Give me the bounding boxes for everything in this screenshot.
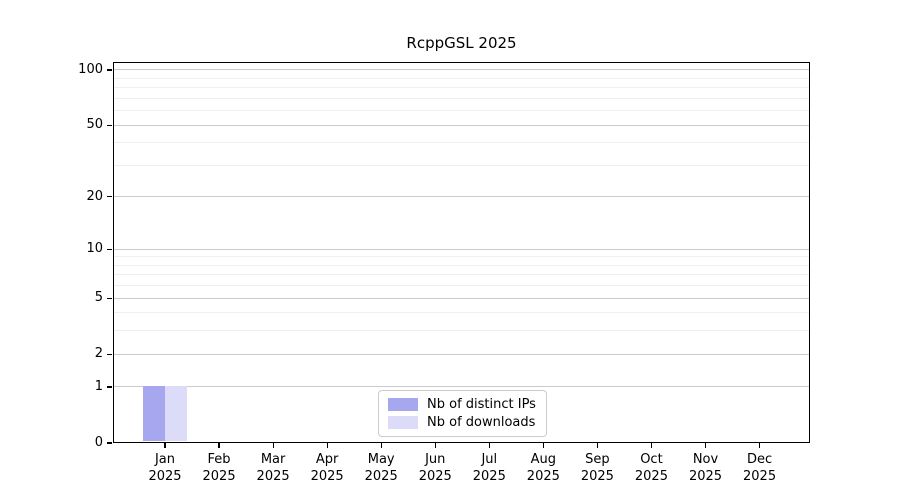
- x-axis-label-year: 2025: [148, 469, 182, 484]
- x-axis-label-month: Apr: [315, 452, 339, 467]
- x-axis-label: Aug 2025: [511, 451, 575, 485]
- y-axis-label: 1: [94, 378, 103, 394]
- x-axis-label: Jan 2025: [133, 451, 197, 485]
- y-axis-tick: [107, 353, 112, 355]
- gridline-minor: [114, 264, 809, 266]
- y-axis-tick: [107, 248, 112, 250]
- x-axis-tick: [272, 443, 274, 448]
- legend-label-distinct-ips: Nb of distinct IPs: [427, 396, 536, 412]
- x-axis-label-year: 2025: [418, 469, 452, 484]
- x-axis-tick: [650, 443, 653, 448]
- plot-area: [113, 62, 810, 443]
- chart-title: RcppGSL 2025: [406, 34, 517, 52]
- y-axis-label: 100: [78, 61, 103, 77]
- x-axis-label-year: 2025: [634, 469, 668, 484]
- legend-label-downloads: Nb of downloads: [427, 415, 536, 431]
- gridline-major: [114, 353, 809, 355]
- y-axis-tick: [107, 69, 112, 71]
- gridline-minor: [114, 312, 809, 314]
- x-axis-label: Dec 2025: [728, 451, 792, 485]
- x-axis-label-month: Dec: [746, 452, 773, 467]
- x-axis-label-month: May: [367, 452, 395, 467]
- gridline-minor: [114, 110, 809, 112]
- x-axis-label-month: Aug: [530, 452, 557, 467]
- x-axis-label-month: Oct: [640, 452, 663, 467]
- x-axis-label-month: Mar: [260, 452, 286, 467]
- x-axis-tick: [164, 443, 166, 448]
- x-axis-label-year: 2025: [688, 469, 723, 484]
- x-axis-label: Jul 2025: [457, 451, 521, 485]
- y-axis-tick: [107, 196, 112, 198]
- gridline-minor: [114, 285, 809, 287]
- x-axis-tick: [488, 443, 490, 448]
- x-axis-label-year: 2025: [202, 469, 236, 484]
- x-axis-label: Sep 2025: [565, 451, 629, 485]
- gridline-major: [114, 69, 809, 71]
- gridline-minor: [114, 97, 809, 99]
- x-axis-label: Nov 2025: [674, 451, 738, 485]
- x-axis-label-year: 2025: [364, 469, 398, 484]
- gridline-major: [114, 248, 809, 250]
- gridline-major: [114, 297, 809, 299]
- x-axis-label-year: 2025: [472, 469, 506, 484]
- x-axis-label-month: Nov: [692, 452, 719, 467]
- x-axis-label-month: Jan: [154, 452, 176, 467]
- y-axis-tick: [107, 297, 112, 299]
- x-axis-label-month: Feb: [207, 452, 231, 467]
- legend-swatch-downloads: [388, 416, 418, 430]
- x-axis-tick: [758, 443, 761, 448]
- gridline-minor: [114, 274, 809, 276]
- x-axis-label: May 2025: [349, 451, 413, 485]
- x-axis-label-year: 2025: [743, 469, 777, 484]
- x-axis-label-year: 2025: [256, 469, 290, 484]
- y-axis-label: 50: [86, 117, 103, 133]
- legend: Nb of distinct IPs Nb of downloads: [378, 390, 547, 437]
- y-axis-label: 20: [86, 188, 103, 204]
- x-axis-tick: [596, 443, 598, 448]
- x-axis-tick: [542, 443, 544, 448]
- y-axis-tick: [107, 124, 112, 126]
- x-axis-tick: [218, 443, 220, 448]
- gridline-major: [114, 386, 809, 388]
- gridline-major: [114, 124, 809, 126]
- gridline-minor: [114, 142, 809, 144]
- bar-distinct-ips: [142, 386, 165, 441]
- gridline-minor: [114, 164, 809, 166]
- x-axis-label-year: 2025: [310, 469, 344, 484]
- x-axis-label-year: 2025: [580, 469, 614, 484]
- x-axis-tick: [326, 443, 328, 448]
- y-axis-tick: [107, 442, 112, 444]
- x-axis-label-year: 2025: [526, 469, 560, 484]
- x-axis-tick: [704, 443, 707, 448]
- x-axis-label-month: Sep: [585, 452, 610, 467]
- x-axis-tick: [380, 443, 382, 448]
- y-axis-tick: [107, 386, 112, 388]
- legend-item-distinct-ips: Nb of distinct IPs: [388, 395, 537, 414]
- legend-item-downloads: Nb of downloads: [388, 414, 537, 433]
- x-axis-label-month: Jul: [481, 452, 498, 467]
- x-axis-label: Oct 2025: [619, 451, 683, 485]
- bar-downloads: [164, 386, 187, 441]
- y-axis-label: 5: [94, 290, 103, 306]
- gridline-minor: [114, 77, 809, 79]
- gridline-major: [114, 196, 809, 198]
- x-axis-label: Apr 2025: [295, 451, 359, 485]
- gridline-minor: [114, 87, 809, 89]
- gridline-minor: [114, 330, 809, 332]
- legend-swatch-distinct-ips: [388, 397, 418, 411]
- gridline-minor: [114, 256, 809, 258]
- x-axis-label: Feb 2025: [187, 451, 251, 485]
- x-axis-label-month: Jun: [425, 452, 446, 467]
- x-axis-label: Mar 2025: [241, 451, 305, 485]
- x-axis-label: Jun 2025: [403, 451, 467, 485]
- x-axis-tick: [434, 443, 436, 448]
- y-axis-label: 0: [94, 435, 103, 450]
- y-axis-label: 10: [86, 241, 103, 257]
- y-axis-label: 2: [94, 346, 103, 362]
- plot-inner: [114, 63, 809, 442]
